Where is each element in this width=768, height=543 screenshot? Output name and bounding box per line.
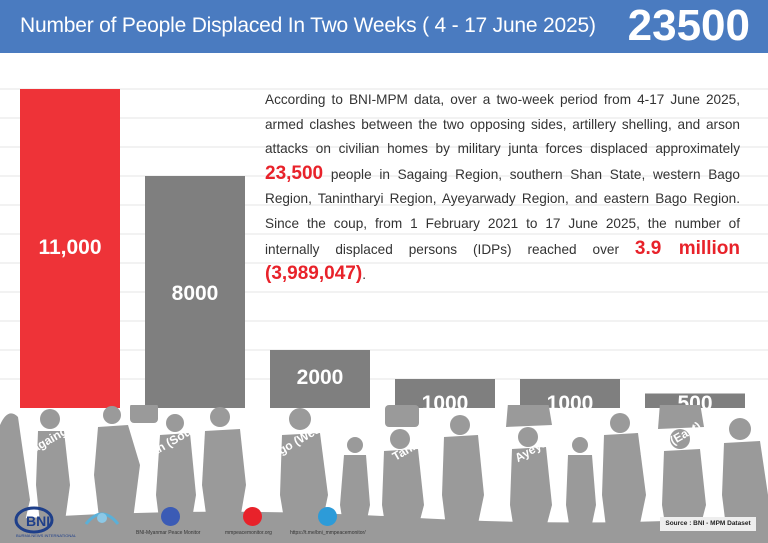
bar-value-label: 2000 <box>297 366 344 389</box>
bar-bago-west <box>270 350 370 408</box>
header-banner <box>0 0 768 53</box>
description-text-1: According to BNI-MPM data, over a two-we… <box>265 92 740 157</box>
page-title: Number of People Displaced In Two Weeks … <box>20 14 596 37</box>
bar-value-label: 8000 <box>172 282 219 305</box>
bni-logo-text: BURMA NEWS INTERNATIONAL <box>16 533 77 538</box>
description-text-2: people in Sagaing Region, southern Shan … <box>265 166 740 257</box>
svg-text:BNI: BNI <box>26 513 50 529</box>
bar-value-label: 11,000 <box>38 236 101 259</box>
facebook-icon[interactable] <box>161 507 180 526</box>
telegram-label[interactable]: https://t.me/bni_mmpeacemonitor/ <box>290 530 366 536</box>
facebook-label[interactable]: BNI-Myanmar Peace Monitor <box>136 530 201 536</box>
description-paragraph: According to BNI-MPM data, over a two-we… <box>265 88 740 288</box>
mpm-logo-icon <box>84 512 120 525</box>
bar-shan-south <box>145 176 245 408</box>
total-displaced-number: 23500 <box>627 1 750 50</box>
bar-tanintharyi <box>395 379 495 408</box>
bar-ayeyarwady <box>520 379 620 408</box>
description-highlight-3-9-million: 3.9 million (3,989,047) <box>265 237 740 285</box>
bar-value-label: 500 <box>677 392 712 408</box>
displaced-crowd-silhouette: Sagaing Shan (South) Bago (West) Taninthary… <box>0 405 768 543</box>
bar-sagaing <box>20 89 120 408</box>
dribbble-icon[interactable] <box>243 507 262 526</box>
bni-logo-icon: BNI <box>14 506 54 534</box>
bar-value-label: 1000 <box>547 392 594 408</box>
telegram-icon[interactable] <box>318 507 337 526</box>
bar-value-label: 1000 <box>422 392 469 408</box>
bar-chart: 11,000 8000 2000 1000 1000 500 <box>0 88 768 408</box>
website-label[interactable]: mmpeacemonitor.org <box>225 530 272 536</box>
source-label: Source : BNI - MPM Dataset <box>660 517 756 531</box>
description-highlight-23500: 23,500 <box>265 162 324 184</box>
description-text-3: . <box>362 267 366 283</box>
